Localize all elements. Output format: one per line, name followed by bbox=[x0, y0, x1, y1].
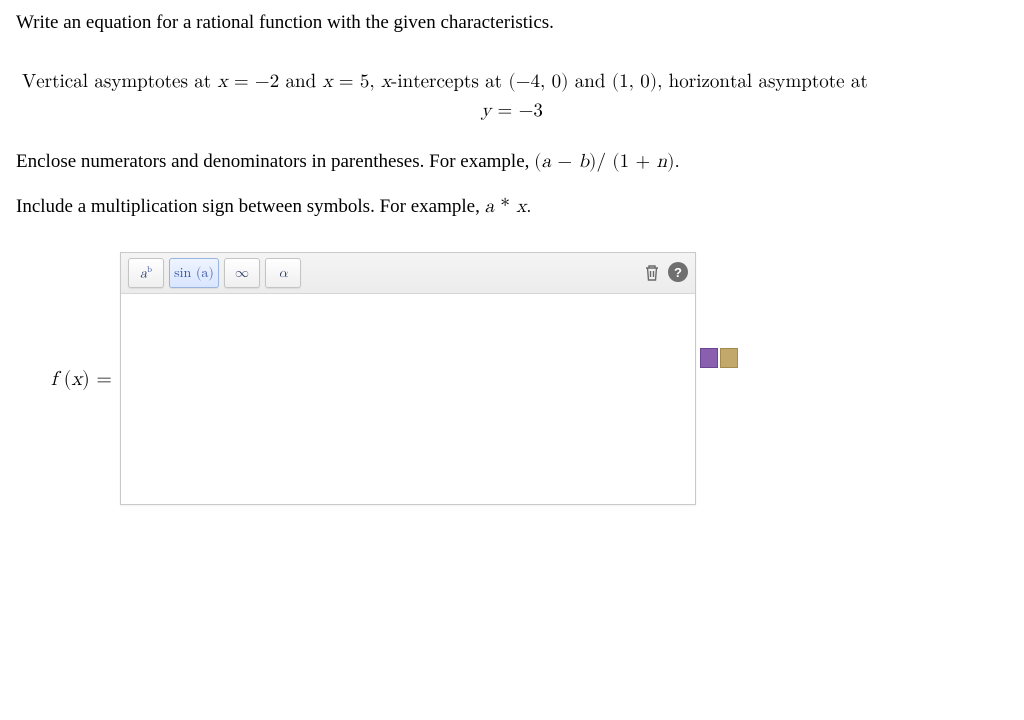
function-button[interactable]: sin (a) bbox=[169, 258, 219, 288]
editor-toolbar: ab sin (a) ∞ α bbox=[121, 253, 695, 294]
help-button[interactable]: ? bbox=[668, 262, 688, 282]
side-icon-1[interactable] bbox=[700, 348, 718, 368]
hint-parentheses: Enclose numerators and denominators in p… bbox=[16, 150, 1008, 173]
side-icon-2[interactable] bbox=[720, 348, 738, 368]
greek-button[interactable]: α bbox=[265, 258, 301, 288]
infinity-icon: ∞ bbox=[235, 265, 249, 282]
conditions-text: Vertical asymptotes at x = −2 and x = 5,… bbox=[22, 72, 868, 91]
conditions-line: Vertical asymptotes at x = −2 and x = 5,… bbox=[22, 70, 1008, 93]
sin-label: sin (a) bbox=[174, 265, 214, 282]
infinity-button[interactable]: ∞ bbox=[224, 258, 260, 288]
hint2-text: Include a multiplication sign between sy… bbox=[16, 196, 485, 217]
equation-input[interactable] bbox=[121, 294, 695, 504]
trash-icon bbox=[644, 264, 660, 282]
side-tool-icons bbox=[700, 348, 738, 368]
exp-base: a bbox=[140, 266, 147, 280]
hint-multiplication: Include a multiplication sign between sy… bbox=[16, 195, 1008, 218]
clear-button[interactable] bbox=[641, 262, 663, 284]
help-icon: ? bbox=[674, 265, 682, 280]
exp-sup: b bbox=[147, 265, 152, 274]
hint2-math: a * x. bbox=[485, 197, 532, 216]
hint1-text: Enclose numerators and denominators in p… bbox=[16, 151, 534, 172]
conditions-center: y = −3 bbox=[16, 99, 1008, 122]
alpha-icon: α bbox=[279, 265, 288, 282]
exponent-button[interactable]: ab bbox=[128, 258, 164, 288]
fx-label: f (x) = bbox=[16, 367, 120, 391]
hint1-math: (a − b)/ (1 + n). bbox=[534, 152, 680, 171]
equation-editor: ab sin (a) ∞ α bbox=[120, 252, 696, 505]
question-prompt: Write an equation for a rational functio… bbox=[16, 12, 1008, 34]
